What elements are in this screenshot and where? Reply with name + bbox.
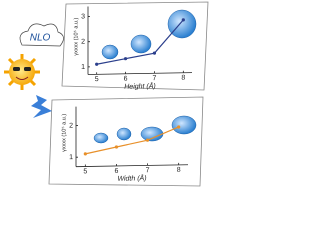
point	[152, 51, 157, 55]
y-tick-label: 2	[69, 123, 73, 130]
x-tick-label: 6	[114, 168, 118, 175]
x-tick-label: 6	[124, 76, 128, 83]
y-axis-label: γxxxx (10⁵ a.u.)	[60, 114, 67, 152]
point	[83, 152, 87, 156]
x-tick-label: 8	[181, 75, 185, 82]
x-tick-label: 5	[83, 168, 87, 175]
chart: 5 6 7 8 1 2 Width (Å) γxxxx (10⁵ a.u.)	[60, 106, 188, 183]
nlo-label: NLO	[30, 33, 51, 44]
point	[114, 145, 119, 149]
x-axis	[76, 164, 188, 168]
point	[181, 18, 185, 22]
x-axis	[88, 72, 192, 75]
point	[145, 138, 150, 142]
x-tick-label: 7	[146, 167, 150, 174]
series-line	[85, 126, 179, 155]
y-tick-label: 2	[81, 39, 85, 46]
y-tick-label: 1	[69, 154, 73, 161]
panel	[48, 96, 204, 187]
series-line	[96, 19, 184, 65]
point	[123, 57, 128, 61]
figure: NLO 5 6 7 8 1 2 3 Height (Å) γxxxx (10⁵ a.u.) 5 6 7…	[4, 1, 209, 187]
x-tick-label: 8	[177, 167, 181, 174]
point	[177, 125, 181, 129]
chart: 5 6 7 8 1 2 3 Height (Å) γxxxx (10⁵ a.u.)	[72, 6, 192, 91]
lightning-icon	[31, 95, 52, 118]
y-axis-label: γxxxx (10⁵ a.u.)	[72, 17, 79, 55]
page: NLO 5 6 7 8 1 2 3 Height (Å) γxxxx (10⁵ a.u.) 5 6 7…	[4, 1, 209, 187]
nlo-cloud: NLO	[19, 23, 64, 47]
x-tick-label: 5	[95, 76, 99, 83]
y-tick-label: 3	[81, 13, 85, 20]
y-tick-label: 1	[81, 64, 85, 71]
cluster-icons	[93, 9, 197, 144]
x-axis-label: Width (Å)	[117, 173, 146, 183]
x-axis-label: Height (Å)	[124, 81, 156, 91]
point	[95, 62, 99, 66]
sun-icon	[4, 54, 40, 90]
x-tick-label: 7	[152, 75, 156, 82]
